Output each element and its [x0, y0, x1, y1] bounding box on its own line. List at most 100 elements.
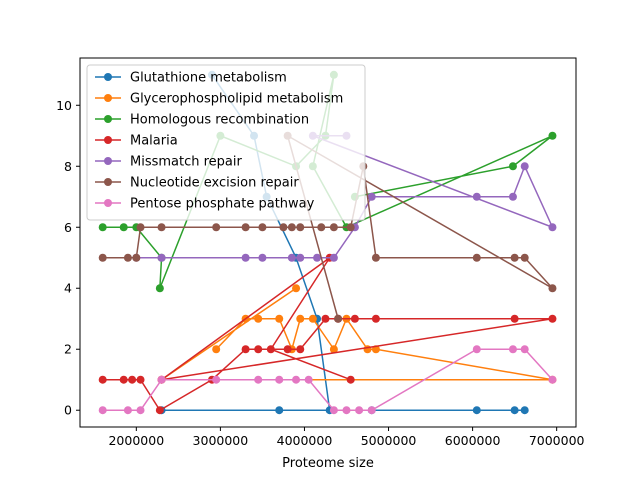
data-point — [287, 223, 296, 232]
legend-item: Glycerophospholipid metabolism — [95, 92, 343, 107]
data-point — [329, 223, 338, 232]
data-point — [279, 223, 288, 232]
data-point — [119, 375, 128, 384]
data-point — [548, 375, 557, 384]
data-point — [508, 162, 517, 171]
data-point — [128, 375, 137, 384]
legend-box — [86, 64, 366, 221]
data-point — [520, 406, 529, 415]
data-point — [98, 223, 107, 232]
data-point — [367, 406, 376, 415]
legend-label: Pentose phosphate pathway — [130, 197, 315, 212]
legend-item: Nucleotide excision repair — [95, 176, 299, 191]
data-point — [123, 253, 132, 262]
x-tick-label: 3000000 — [193, 433, 249, 448]
data-point — [155, 284, 164, 293]
data-point — [371, 253, 380, 262]
data-point — [296, 253, 305, 262]
data-point — [304, 375, 313, 384]
y-tick-label: 8 — [64, 159, 72, 174]
series-6 — [98, 345, 557, 415]
legend-item: Malaria — [95, 134, 178, 149]
legend-marker — [104, 178, 112, 186]
data-point — [254, 375, 263, 384]
legend-label: Nucleotide excision repair — [130, 176, 299, 191]
x-axis-title: Proteome size — [282, 456, 374, 471]
data-point — [321, 314, 330, 323]
data-point — [371, 314, 380, 323]
data-point — [123, 406, 132, 415]
data-point — [119, 223, 128, 232]
data-point — [548, 223, 557, 232]
legend-marker — [104, 136, 112, 144]
legend-label: Missmatch repair — [130, 155, 243, 170]
y-tick-label: 6 — [64, 220, 72, 235]
data-point — [520, 162, 529, 171]
data-point — [136, 223, 145, 232]
legend-item: Pentose phosphate pathway — [95, 197, 315, 212]
data-point — [334, 314, 343, 323]
data-point — [258, 223, 267, 232]
data-point — [350, 314, 359, 323]
y-tick-label: 0 — [64, 403, 72, 418]
data-point — [212, 345, 221, 354]
series-5 — [98, 131, 557, 323]
y-axis: 0 2 4 6 8 10 — [56, 98, 80, 418]
data-point — [520, 345, 529, 354]
data-point — [258, 253, 267, 262]
data-point — [157, 253, 166, 262]
data-point — [472, 192, 481, 201]
data-point — [472, 345, 481, 354]
data-point — [275, 375, 284, 384]
data-point — [472, 253, 481, 262]
data-point — [329, 406, 338, 415]
y-tick-label: 4 — [64, 281, 72, 296]
x-tick-label: 2000000 — [108, 433, 164, 448]
data-point — [254, 345, 263, 354]
data-point — [520, 253, 529, 262]
legend-marker — [104, 94, 112, 102]
data-point — [510, 406, 519, 415]
data-point — [329, 253, 338, 262]
data-point — [287, 253, 296, 262]
data-point — [98, 253, 107, 262]
data-point — [157, 375, 166, 384]
data-point — [548, 284, 557, 293]
data-point — [136, 375, 145, 384]
data-point — [266, 345, 275, 354]
x-tick-label: 4000000 — [277, 433, 333, 448]
series-line — [102, 257, 553, 412]
data-point — [296, 345, 305, 354]
data-point — [132, 253, 141, 262]
data-point — [317, 223, 326, 232]
data-point — [212, 375, 221, 384]
data-point — [346, 223, 355, 232]
data-point — [241, 345, 250, 354]
series-line — [136, 135, 554, 259]
data-point — [136, 406, 145, 415]
legend-marker — [104, 199, 112, 207]
data-point — [472, 406, 481, 415]
data-point — [355, 406, 364, 415]
data-point — [313, 253, 322, 262]
data-point — [346, 375, 355, 384]
legend-item: Glutathione metabolism — [95, 71, 287, 86]
data-point — [275, 406, 284, 415]
y-tick-label: 10 — [56, 98, 72, 113]
legend-label: Glycerophospholipid metabolism — [130, 92, 343, 107]
series-line — [102, 134, 554, 319]
data-point — [548, 314, 557, 323]
data-point — [283, 345, 292, 354]
data-point — [548, 131, 557, 140]
legend-label: Homologous recombination — [130, 113, 309, 128]
data-point — [98, 406, 107, 415]
data-point — [254, 314, 263, 323]
x-tick-label: 5000000 — [361, 433, 417, 448]
data-point — [296, 314, 305, 323]
data-point — [98, 375, 107, 384]
data-point — [296, 223, 305, 232]
data-point — [308, 314, 317, 323]
legend-item: Missmatch repair — [95, 155, 243, 170]
data-point — [508, 345, 517, 354]
